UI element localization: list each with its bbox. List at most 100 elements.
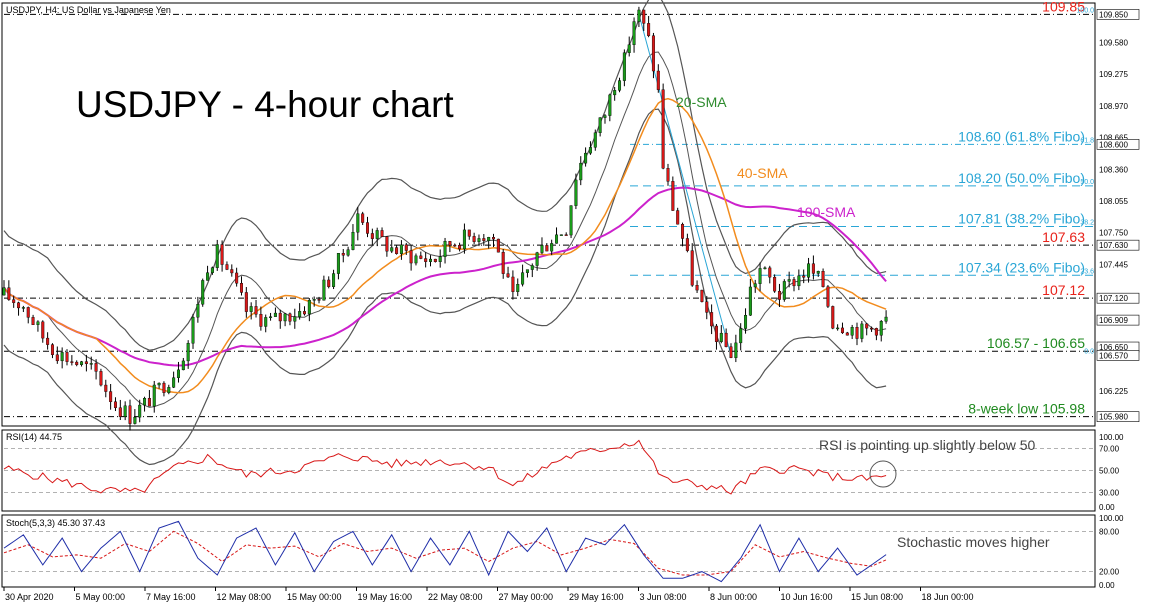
fib-ratio-label: 61.8: [1080, 137, 1094, 144]
time-tick-label: 5 May 00:00: [76, 592, 126, 602]
candle-body: [816, 271, 820, 274]
candle-body: [220, 244, 224, 265]
candle-body: [448, 241, 452, 246]
candle-body: [647, 23, 651, 36]
candle-body: [312, 299, 316, 301]
price-level-label-fib-38.2: 107.81 (38.2% Fibo): [958, 210, 1085, 226]
candle-body: [31, 317, 35, 325]
time-tick-label: 22 May 08:00: [428, 592, 483, 602]
rsi-tick-label: 70.00: [1099, 445, 1120, 454]
time-tick-label: 10 Jun 16:00: [781, 592, 833, 602]
time-tick-label: 29 May 16:00: [569, 592, 624, 602]
price-tick-label: 106.225: [1099, 387, 1128, 396]
candle-body: [123, 405, 127, 417]
candle-body: [152, 384, 156, 407]
candle-body: [593, 132, 597, 148]
candle-body: [710, 312, 714, 327]
candle-body: [138, 404, 142, 418]
candle-body: [206, 272, 210, 281]
candle-body: [36, 321, 40, 325]
candle-body: [768, 267, 772, 278]
candle-body: [807, 263, 811, 278]
fib-ratio-label: 50.0: [1080, 179, 1094, 186]
candle-body: [288, 313, 292, 322]
candle-body: [84, 361, 88, 364]
candle-body: [584, 152, 588, 164]
candle-body: [603, 115, 607, 118]
candle-body: [210, 267, 214, 273]
candle-body: [458, 244, 462, 250]
candle-body: [176, 369, 180, 378]
rsi-highlight-circle: [869, 460, 897, 488]
candle-body: [239, 282, 243, 293]
candle-body: [419, 255, 423, 259]
candle-body: [598, 117, 602, 133]
time-tick-label: 8 Jun 00:00: [710, 592, 757, 602]
candle-body: [753, 283, 757, 288]
candle-body: [535, 252, 539, 266]
candle-body: [836, 327, 840, 330]
price-tick-label: 108.970: [1099, 102, 1128, 111]
candle-body: [724, 332, 728, 347]
price-tick-label: 106.909: [1099, 316, 1128, 325]
candle-body: [569, 205, 573, 236]
candle-body: [380, 230, 384, 237]
candle-body: [555, 234, 559, 244]
time-tick-label: 19 May 16:00: [358, 592, 413, 602]
price-level-label-fib-61.8: 108.60 (61.8% Fibo): [958, 128, 1085, 144]
price-level-labels: 109.85 108.60 (61.8% Fibo) 108.20 (50.0% F…: [958, 0, 1094, 417]
candle-body: [341, 253, 345, 256]
price-tick-label: 106.650: [1099, 343, 1128, 352]
candle-body: [147, 398, 151, 407]
candle-body: [399, 244, 403, 254]
candle-body: [777, 290, 781, 300]
candle-body: [467, 229, 471, 237]
candle-body: [618, 80, 622, 91]
candle-body: [104, 384, 108, 392]
price-tick-label: 107.630: [1099, 241, 1128, 250]
candle-body: [109, 391, 113, 402]
candle-body: [477, 238, 481, 242]
candle-body: [118, 407, 122, 417]
candle-body: [273, 312, 277, 317]
candle-body: [782, 281, 786, 300]
rsi-tick-label: 30.00: [1099, 489, 1120, 498]
candle-body: [424, 258, 428, 262]
candle-body: [840, 327, 844, 334]
candle-body: [2, 287, 6, 296]
time-tick-label: 30 Apr 2020: [5, 592, 54, 602]
candle-body: [511, 276, 515, 292]
candle-body: [792, 279, 796, 287]
price-tag-box: [1096, 239, 1140, 251]
candle-body: [729, 346, 733, 358]
price-tag-box: [1096, 411, 1140, 422]
candle-body: [516, 284, 520, 292]
candle-body: [739, 328, 743, 344]
price-panel: [1, 2, 1096, 427]
candle-body: [17, 302, 21, 309]
bollinger-lower: [3, 108, 887, 466]
candle-body: [278, 312, 282, 322]
candle-body: [414, 255, 418, 264]
candle-body: [172, 377, 176, 388]
candle-body: [249, 306, 253, 312]
price-level-label-support-zone: 106.57 - 106.65: [987, 335, 1085, 351]
candle-body: [700, 289, 704, 302]
candle-body: [181, 360, 185, 371]
candle-body: [65, 352, 69, 362]
candle-body: [7, 287, 11, 300]
candle-body: [186, 342, 190, 362]
candle-body: [613, 90, 617, 96]
candle-body: [302, 311, 306, 315]
candle-body: [385, 236, 389, 252]
candle-body: [860, 323, 864, 339]
candle-body: [196, 304, 200, 318]
candle-body: [559, 234, 563, 236]
candle-body: [521, 272, 525, 285]
candle-body: [259, 314, 263, 327]
candle-body: [433, 258, 437, 262]
candle-body: [365, 222, 369, 234]
candle-body: [744, 315, 748, 329]
candle-body: [865, 323, 869, 329]
fib-ratio-label: 0.0: [1084, 348, 1094, 355]
